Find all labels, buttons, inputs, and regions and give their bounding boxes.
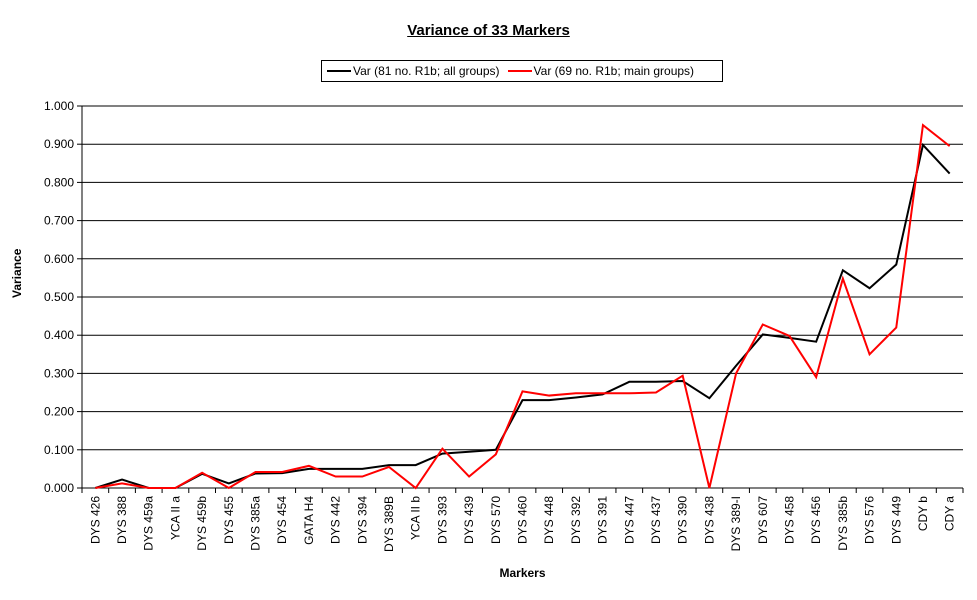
x-tick-label: DYS 385a — [249, 496, 263, 551]
y-tick-label: 0.600 — [44, 252, 74, 266]
x-tick-label: DYS 447 — [622, 496, 636, 544]
x-tick-label: DYS 389-I — [729, 496, 743, 551]
legend-swatch-black — [327, 70, 351, 72]
series-line-all-groups — [95, 142, 951, 489]
x-tick-label: DYS 570 — [489, 496, 503, 544]
legend: Var (81 no. R1b; all groups) Var (69 no.… — [321, 60, 723, 82]
y-tick-label: 0.700 — [44, 214, 74, 228]
x-tick-label: DYS 439 — [462, 496, 476, 544]
x-tick-label: GATA H4 — [302, 496, 316, 545]
x-tick-label: DYS 454 — [275, 496, 289, 544]
x-tick-label: DYS 442 — [329, 496, 343, 544]
y-tick-label: 0.000 — [44, 481, 74, 495]
y-tick-label: 0.200 — [44, 405, 74, 419]
legend-label: Var (69 no. R1b; main groups) — [533, 64, 695, 78]
x-tick-label: DYS 456 — [809, 496, 823, 544]
x-tick-label: YCA II b — [409, 496, 423, 540]
x-tick-label: DYS 437 — [649, 496, 663, 544]
x-tick-label: DYS 458 — [782, 496, 796, 544]
y-tick-label: 0.300 — [44, 366, 74, 380]
x-tick-label: DYS 448 — [542, 496, 556, 544]
y-tick-label: 0.900 — [44, 137, 74, 151]
chart-title: Variance of 33 Markers — [407, 22, 570, 39]
x-tick-label: DYS 607 — [756, 496, 770, 544]
legend-label: Var (81 no. R1b; all groups) — [353, 64, 500, 78]
y-tick-label: 0.800 — [44, 175, 74, 189]
y-tick-label: 1.000 — [44, 99, 74, 113]
x-tick-label: DYS 449 — [889, 496, 903, 544]
x-tick-label: DYS 390 — [676, 496, 690, 544]
x-tick-label: DYS 388 — [115, 496, 129, 544]
legend-item-main-groups: Var (69 no. R1b; main groups) — [507, 64, 695, 78]
x-tick-label: DYS 393 — [435, 496, 449, 544]
x-tick-label: DYS 391 — [596, 496, 610, 544]
x-tick-label: DYS 426 — [88, 496, 102, 544]
legend-swatch-red — [507, 70, 532, 72]
x-tick-label: CDY a — [943, 496, 957, 531]
series-line-main-groups — [95, 123, 951, 490]
x-tick-label: DYS 455 — [222, 496, 236, 544]
y-tick-label: 0.400 — [44, 328, 74, 342]
x-tick-label: DYS 394 — [355, 496, 369, 544]
x-tick-label: CDY b — [916, 496, 930, 531]
x-tick-label: DYS 459b — [195, 496, 209, 551]
legend-item-all-groups: Var (81 no. R1b; all groups) — [327, 64, 500, 78]
y-tick-label: 0.500 — [44, 290, 74, 304]
y-tick-label: 0.100 — [44, 443, 74, 457]
x-tick-label: DYS 389B — [382, 496, 396, 552]
x-tick-label: DYS 576 — [863, 496, 877, 544]
x-tick-label: DYS 460 — [516, 496, 530, 544]
x-axis-label: Markers — [499, 566, 546, 580]
x-tick-label: DYS 459a — [142, 496, 156, 551]
x-tick-label: DYS 385b — [836, 496, 850, 551]
x-tick-label: DYS 392 — [569, 496, 583, 544]
x-tick-label: DYS 438 — [702, 496, 716, 544]
x-tick-label: YCA II a — [168, 496, 182, 540]
